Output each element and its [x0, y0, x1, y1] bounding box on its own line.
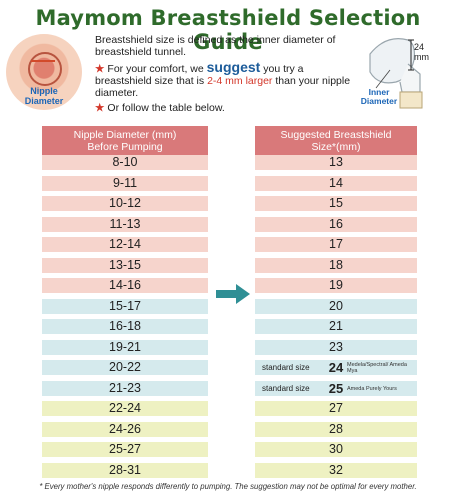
star-icon: ★	[95, 63, 105, 75]
shield-inner-diameter-label: Inner Diameter	[360, 87, 398, 106]
nipple-diameter-cell: 25-27	[42, 442, 208, 457]
standard-size-label: standard size	[262, 384, 310, 393]
range-highlight: 2-4 mm larger	[207, 75, 273, 87]
star-icon: ★	[95, 102, 105, 114]
breastshield-size-cell: 28	[255, 422, 417, 437]
nipple-diameter-cell: 10-12	[42, 196, 208, 211]
brand-note: Ameda Purely Yours	[347, 386, 397, 392]
suggest-keyword: suggest	[206, 59, 261, 75]
breastshield-size-cell: 14	[255, 176, 417, 191]
breastshield-size-cell: 21	[255, 319, 417, 334]
breastshield-size-cell: 20	[255, 299, 417, 314]
brand-note: Medela/Spectral/ Ameda Mya	[347, 362, 407, 374]
nipple-diameter-cell: 8-10	[42, 155, 208, 170]
breastshield-size-cell: 30	[255, 442, 417, 457]
nipple-diameter-cell: 15-17	[42, 299, 208, 314]
nipple-diameter-label: Nipple Diameter	[24, 86, 64, 106]
table-note: ★ Or follow the table below.	[95, 102, 225, 114]
nipple-diameter-cell: 14-16	[42, 278, 208, 293]
nipple-diameter-line	[31, 60, 55, 62]
nipple-diameter-cell: 12-14	[42, 237, 208, 252]
description: Breastshield size is defined as the inne…	[95, 34, 360, 117]
right-arrow-icon	[216, 284, 250, 304]
right-column-header: Suggested Breastshield Size*(mm)	[255, 126, 417, 156]
footnote: * Every mother's nipple responds differe…	[39, 482, 417, 491]
breastshield-size-cell: 18	[255, 258, 417, 273]
nipple-diameter-cell: 20-22	[42, 360, 208, 375]
page-title: Maymom Breastshield Selection Guide	[35, 6, 421, 54]
nipple-diameter-cell: 13-15	[42, 258, 208, 273]
nipple-diameter-cell: 11-13	[42, 217, 208, 232]
breastshield-size-cell: 24	[255, 360, 417, 375]
definition-text: Breastshield size is defined as the inne…	[95, 34, 336, 58]
nipple-diameter-cell: 19-21	[42, 340, 208, 355]
breastshield-size-cell: 13	[255, 155, 417, 170]
nipple-diameter-cell: 16-18	[42, 319, 208, 334]
breastshield-icon	[369, 38, 423, 109]
breastshield-size-cell: 23	[255, 340, 417, 355]
breastshield-size-cell: 25	[255, 381, 417, 396]
breastshield-size-cell: 19	[255, 278, 417, 293]
shield-dimension: 24 mm	[414, 42, 429, 62]
breastshield-size-cell: 15	[255, 196, 417, 211]
nipple-diameter-cell: 21-23	[42, 381, 208, 396]
nipple-outline	[28, 52, 62, 86]
nipple-diameter-cell: 24-26	[42, 422, 208, 437]
comfort-text: ★ For your comfort, we suggest you try a …	[95, 59, 351, 99]
nipple-diameter-cell: 28-31	[42, 463, 208, 478]
nipple-diameter-cell: 9-11	[42, 176, 208, 191]
breastshield-size-cell: 32	[255, 463, 417, 478]
standard-size-label: standard size	[262, 363, 310, 372]
left-column-header: Nipple Diameter (mm) Before Pumping	[42, 126, 208, 156]
nipple-diameter-cell: 22-24	[42, 401, 208, 416]
breastshield-size-cell: 27	[255, 401, 417, 416]
breastshield-size-cell: 17	[255, 237, 417, 252]
breastshield-size-cell: 16	[255, 217, 417, 232]
